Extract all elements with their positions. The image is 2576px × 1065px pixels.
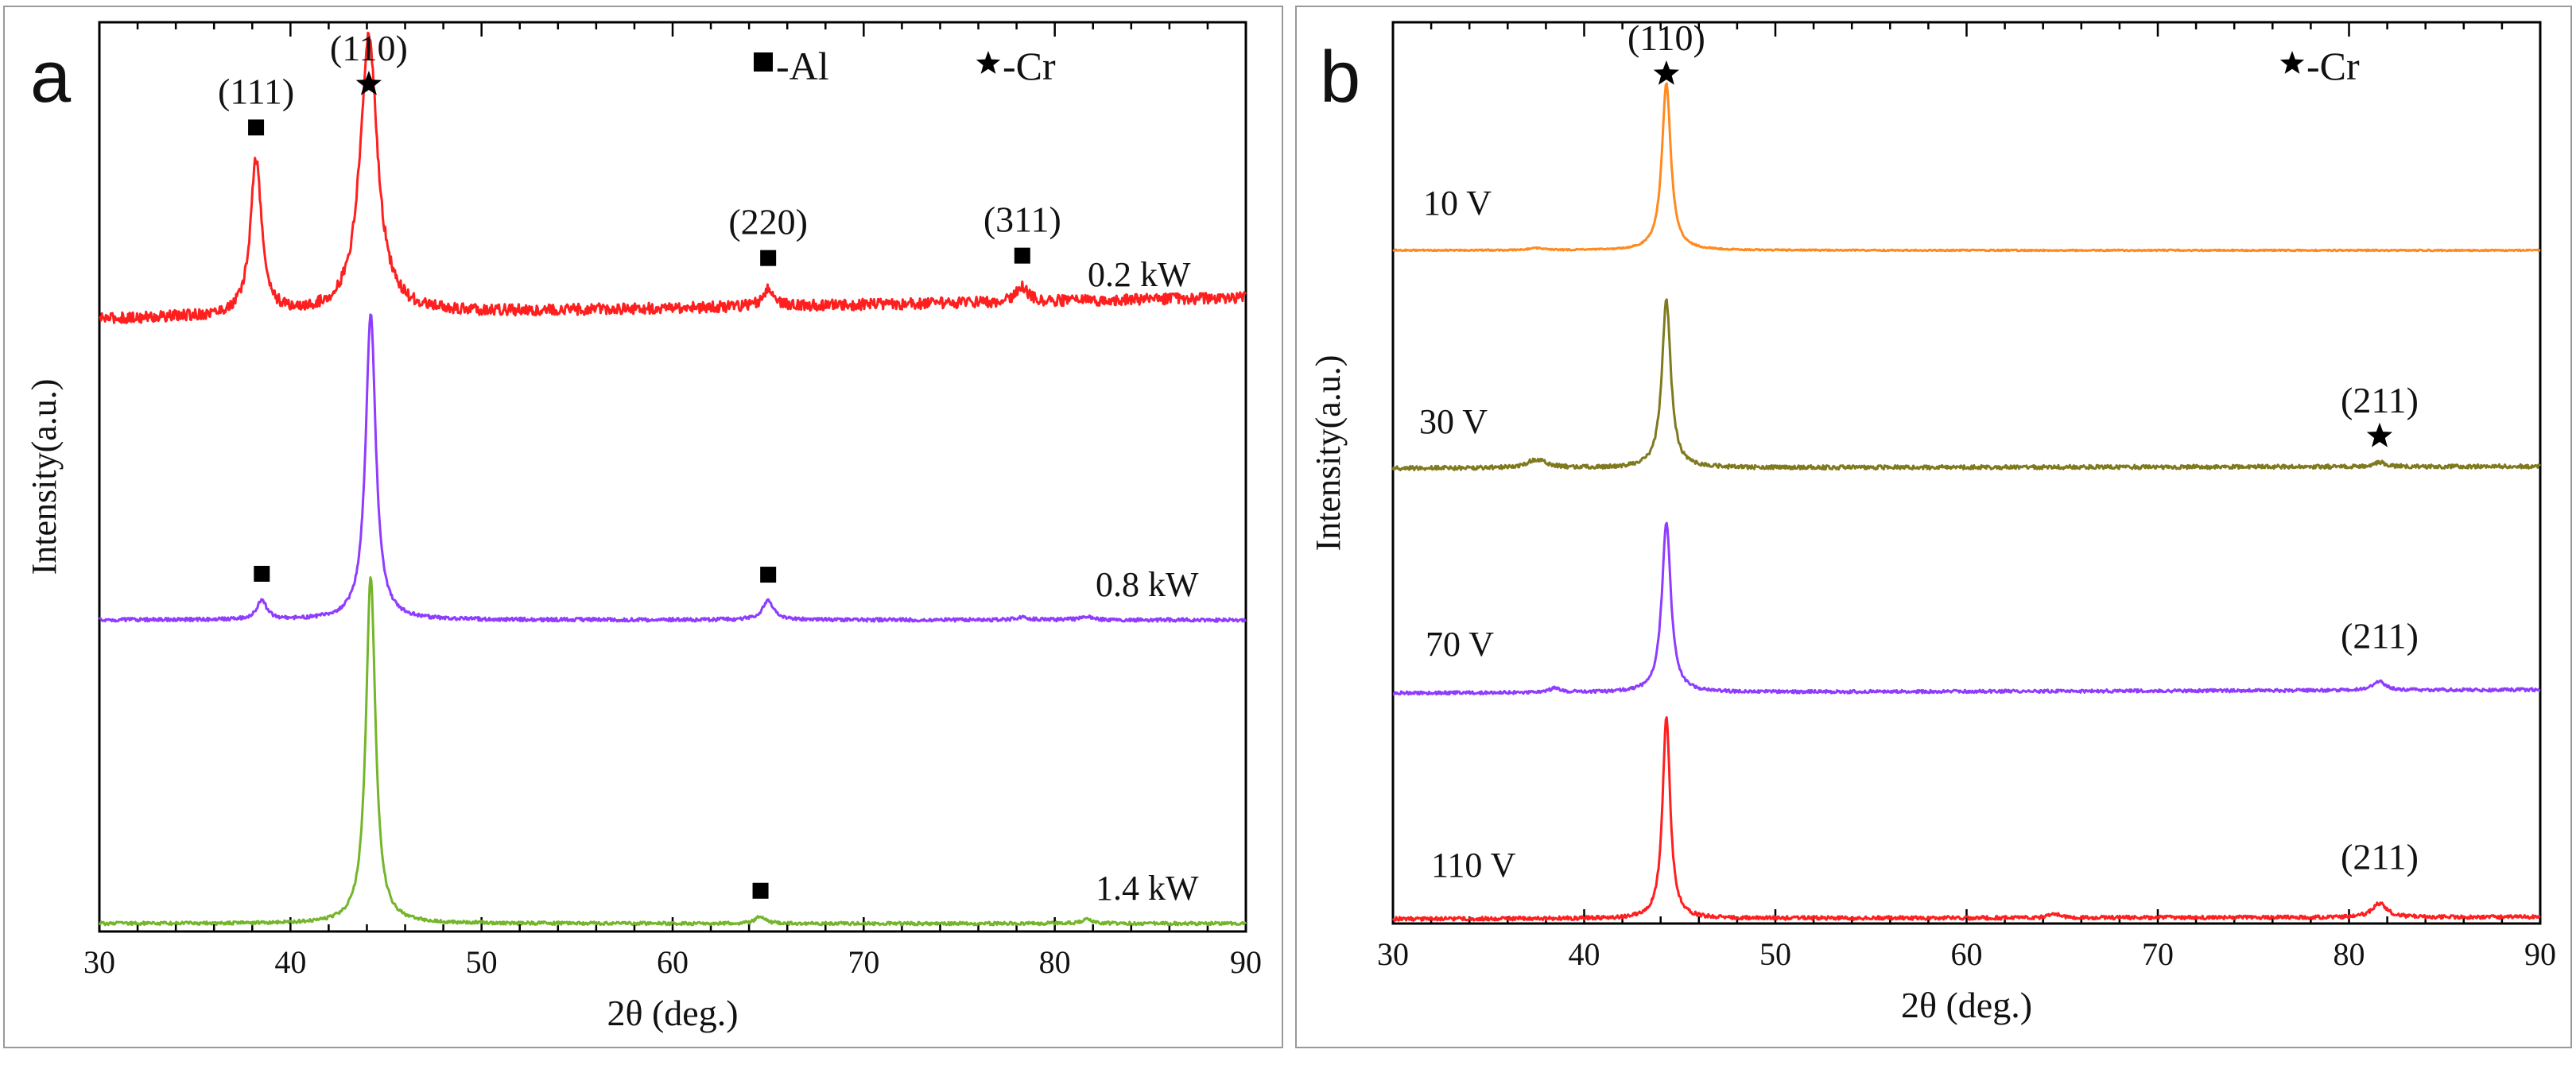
peak-annotation (254, 565, 270, 582)
cr-star-marker (2366, 422, 2393, 447)
x-tick-label: 70 (2142, 936, 2174, 972)
x-tick-label: 40 (1569, 936, 1600, 972)
series-line-1_4-kW (98, 576, 1247, 927)
legend-star-marker (976, 51, 1001, 74)
cr-star-marker (355, 71, 382, 95)
hkl-label: (110) (1627, 17, 1705, 58)
x-tick-label: 70 (848, 944, 879, 980)
peak-annotation: (311) (983, 199, 1061, 264)
hkl-label: (211) (2341, 615, 2419, 656)
x-tick-label: 30 (83, 944, 115, 980)
al-square-marker (248, 119, 265, 136)
peak-annotation: (110) (330, 28, 408, 95)
legend-star-marker (2279, 51, 2305, 74)
al-square-marker (760, 250, 777, 266)
legend-label: -Al (776, 44, 829, 88)
panel-letter: a (30, 37, 72, 118)
peak-annotation: (220) (728, 202, 808, 266)
cr-star-marker (1653, 60, 1680, 85)
hkl-label: (111) (218, 71, 294, 111)
series-line-0_2-kW (99, 31, 1247, 324)
hkl-label: (211) (2341, 837, 2419, 877)
peak-annotation: (211) (2341, 615, 2419, 656)
x-tick-label: 40 (274, 944, 306, 980)
x-tick-label: 50 (1759, 936, 1791, 972)
hkl-label: (220) (728, 202, 808, 242)
chart-panel-b: 30 40 50 60 70 80 90 2θ (deg.) Intensity(a.u.) b -… (1295, 6, 2572, 1048)
x-tick-label: 80 (1039, 944, 1071, 980)
x-tick-label: 90 (1230, 944, 1262, 980)
y-axis-label: Intensity(a.u.) (25, 379, 64, 575)
x-tick-label: 80 (2334, 936, 2365, 972)
legend-square-marker (754, 52, 773, 72)
al-square-marker (1014, 247, 1030, 264)
hkl-label: (211) (2341, 380, 2419, 420)
legend-entry: -Cr (976, 44, 1056, 88)
peak-annotation (760, 567, 777, 583)
peak-annotation (752, 882, 769, 899)
panel-letter: b (1320, 37, 1360, 118)
peak-annotation: (110) (1627, 17, 1705, 85)
al-square-marker (752, 882, 769, 899)
plot-frame (98, 21, 1247, 933)
legend-label: -Cr (1003, 44, 1056, 88)
series-label: 0.2 kW (1088, 255, 1191, 294)
x-tick-label: 60 (657, 944, 689, 980)
panel-border (3, 6, 1283, 1048)
series-line-70-V (1392, 521, 2541, 696)
panel-border (1295, 6, 2572, 1048)
x-axis-label: 2θ (deg.) (1901, 985, 2032, 1025)
x-tick-label: 60 (1951, 936, 1983, 972)
series-label: 0.8 kW (1096, 565, 1199, 604)
series-line-30-V (1391, 298, 2542, 471)
peak-annotation: (211) (2341, 380, 2419, 447)
series-label: 1.4 kW (1096, 869, 1199, 908)
al-square-marker (254, 565, 270, 582)
x-axis-label: 2θ (deg.) (607, 993, 738, 1033)
series-line-110-V (1391, 716, 2541, 922)
x-axis: 30 40 50 60 70 80 90 (83, 22, 1262, 980)
legend-label: -Cr (2306, 44, 2360, 88)
series-label: 70 V (1426, 625, 1494, 664)
series-line-0_8-kW (98, 313, 1247, 623)
series-label: 30 V (1419, 402, 1488, 441)
legend-entry: -Cr (2279, 44, 2360, 88)
peak-annotation: (111) (218, 71, 294, 136)
legend-entry: -Al (754, 44, 829, 88)
x-tick-label: 30 (1377, 936, 1409, 972)
x-tick-label: 50 (466, 944, 498, 980)
plot-frame (1391, 21, 2542, 925)
series-line-10-V (1392, 82, 2541, 253)
series-label: 10 V (1423, 184, 1492, 223)
peak-annotation: (211) (2341, 837, 2419, 877)
x-tick-label: 90 (2524, 936, 2556, 972)
hkl-label: (311) (983, 199, 1061, 240)
al-square-marker (760, 567, 777, 583)
hkl-label: (110) (330, 28, 408, 68)
y-axis-label: Intensity(a.u.) (1309, 355, 1348, 552)
chart-panel-a: 30 40 50 60 70 80 90 2θ (deg.) Intensity(a.u.) a -… (3, 6, 1283, 1048)
x-axis: 30 40 50 60 70 80 90 (1377, 22, 2556, 972)
series-label: 110 V (1431, 846, 1516, 885)
